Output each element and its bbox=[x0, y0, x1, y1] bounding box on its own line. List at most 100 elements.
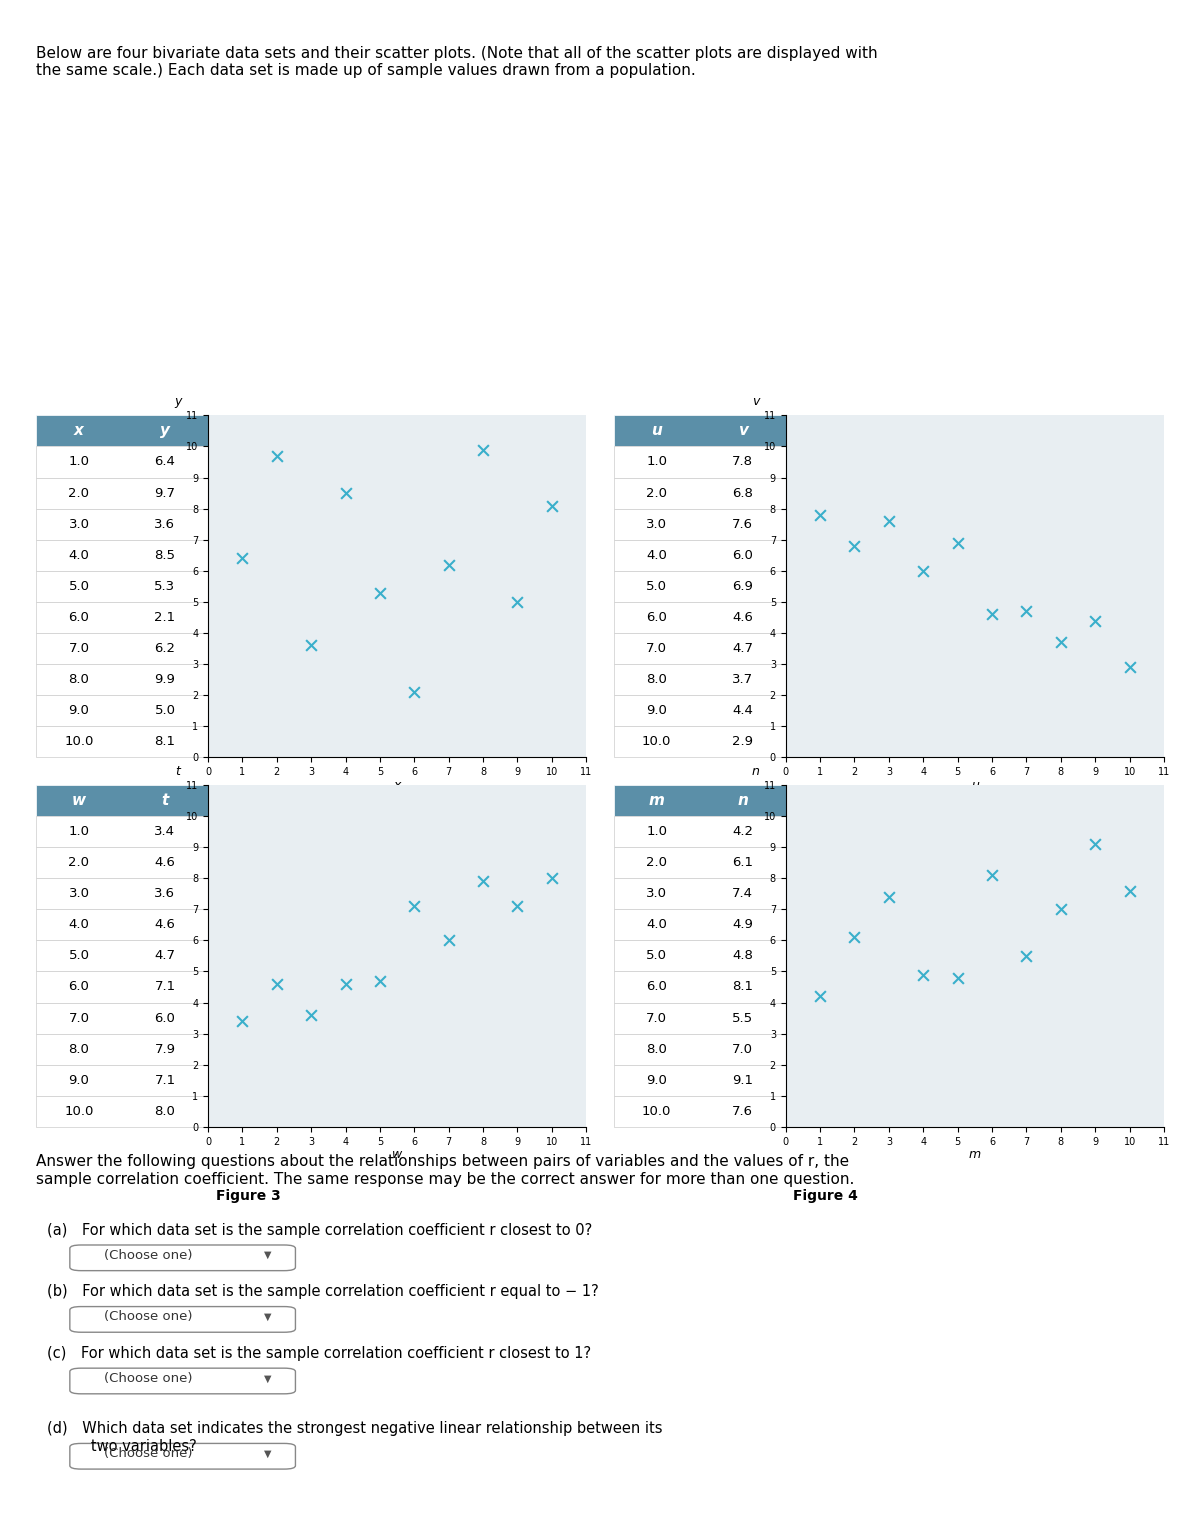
Text: (a) For which data set is the sample correlation coefficient r closest to 0?: (a) For which data set is the sample cor… bbox=[47, 1223, 593, 1238]
FancyBboxPatch shape bbox=[36, 941, 208, 971]
FancyBboxPatch shape bbox=[36, 571, 208, 602]
FancyBboxPatch shape bbox=[613, 695, 786, 727]
FancyBboxPatch shape bbox=[613, 664, 786, 695]
Text: 4.6: 4.6 bbox=[155, 857, 175, 869]
Text: 7.1: 7.1 bbox=[155, 1073, 175, 1087]
Point bbox=[371, 968, 390, 993]
FancyBboxPatch shape bbox=[613, 815, 786, 847]
Text: 2.0: 2.0 bbox=[68, 857, 90, 869]
Text: 10.0: 10.0 bbox=[642, 736, 672, 748]
Text: 4.9: 4.9 bbox=[732, 918, 754, 931]
Text: 7.0: 7.0 bbox=[732, 1043, 754, 1055]
FancyBboxPatch shape bbox=[70, 1307, 295, 1332]
Text: 4.0: 4.0 bbox=[647, 548, 667, 562]
Point bbox=[336, 971, 355, 996]
Text: 7.6: 7.6 bbox=[732, 1106, 754, 1118]
FancyBboxPatch shape bbox=[613, 1034, 786, 1064]
Text: 4.8: 4.8 bbox=[732, 950, 754, 962]
Text: 3.6: 3.6 bbox=[155, 518, 175, 531]
FancyBboxPatch shape bbox=[36, 634, 208, 664]
Point bbox=[542, 493, 562, 518]
FancyBboxPatch shape bbox=[613, 446, 786, 478]
Text: 4.7: 4.7 bbox=[732, 641, 754, 655]
Text: w: w bbox=[72, 793, 86, 808]
Text: 9.7: 9.7 bbox=[155, 487, 175, 499]
Text: 9.0: 9.0 bbox=[68, 1073, 90, 1087]
Text: 1.0: 1.0 bbox=[68, 825, 90, 838]
Point bbox=[983, 863, 1002, 887]
X-axis label: w: w bbox=[392, 1148, 402, 1161]
Text: 3.0: 3.0 bbox=[68, 518, 90, 531]
FancyBboxPatch shape bbox=[613, 1064, 786, 1096]
Point bbox=[508, 589, 527, 614]
Text: 6.0: 6.0 bbox=[647, 980, 667, 994]
Text: 4.0: 4.0 bbox=[68, 918, 90, 931]
Text: Below are four bivariate data sets and their scatter plots. (Note that all of th: Below are four bivariate data sets and t… bbox=[36, 46, 877, 78]
Point bbox=[948, 965, 967, 989]
X-axis label: u: u bbox=[971, 779, 979, 791]
Text: 6.0: 6.0 bbox=[68, 980, 90, 994]
Text: 2.0: 2.0 bbox=[68, 487, 90, 499]
Text: 1.0: 1.0 bbox=[647, 455, 667, 469]
Text: 2.0: 2.0 bbox=[647, 857, 667, 869]
Y-axis label: t: t bbox=[175, 765, 180, 777]
FancyBboxPatch shape bbox=[613, 571, 786, 602]
Point bbox=[1016, 944, 1036, 968]
FancyBboxPatch shape bbox=[36, 815, 208, 847]
Point bbox=[1120, 655, 1139, 680]
Text: 3.0: 3.0 bbox=[68, 887, 90, 901]
Text: (Choose one): (Choose one) bbox=[103, 1249, 192, 1261]
Text: 3.0: 3.0 bbox=[647, 887, 667, 901]
Text: 8.1: 8.1 bbox=[155, 736, 175, 748]
Text: 5.0: 5.0 bbox=[647, 950, 667, 962]
Point bbox=[336, 481, 355, 505]
Text: 2.1: 2.1 bbox=[155, 611, 175, 625]
FancyBboxPatch shape bbox=[613, 971, 786, 1003]
Text: (Choose one): (Choose one) bbox=[103, 1310, 192, 1324]
Text: Answer the following questions about the relationships between pairs of variable: Answer the following questions about the… bbox=[36, 1154, 854, 1186]
X-axis label: x: x bbox=[394, 779, 401, 791]
Point bbox=[474, 869, 493, 893]
FancyBboxPatch shape bbox=[613, 508, 786, 539]
Text: 8.0: 8.0 bbox=[68, 673, 90, 686]
Text: v: v bbox=[738, 423, 748, 438]
Point bbox=[301, 634, 320, 658]
Text: x: x bbox=[74, 423, 84, 438]
Text: 8.0: 8.0 bbox=[68, 1043, 90, 1055]
Point bbox=[880, 884, 899, 909]
X-axis label: m: m bbox=[968, 1148, 980, 1161]
Text: 7.0: 7.0 bbox=[647, 641, 667, 655]
Text: 5.0: 5.0 bbox=[647, 580, 667, 592]
Text: (c) For which data set is the sample correlation coefficient r closest to 1?: (c) For which data set is the sample cor… bbox=[47, 1345, 592, 1361]
FancyBboxPatch shape bbox=[613, 847, 786, 878]
FancyBboxPatch shape bbox=[36, 664, 208, 695]
Point bbox=[913, 559, 932, 583]
Text: 7.0: 7.0 bbox=[647, 1011, 667, 1025]
Point bbox=[439, 928, 458, 953]
Text: 10.0: 10.0 bbox=[65, 736, 94, 748]
FancyBboxPatch shape bbox=[36, 1034, 208, 1064]
FancyBboxPatch shape bbox=[70, 1368, 295, 1394]
Text: 8.0: 8.0 bbox=[155, 1106, 175, 1118]
Point bbox=[268, 443, 287, 467]
Text: 3.7: 3.7 bbox=[732, 673, 754, 686]
Point bbox=[233, 547, 252, 571]
Point bbox=[542, 866, 562, 890]
Point bbox=[1086, 832, 1105, 857]
Text: 4.6: 4.6 bbox=[732, 611, 754, 625]
FancyBboxPatch shape bbox=[613, 878, 786, 909]
FancyBboxPatch shape bbox=[36, 1003, 208, 1034]
Text: 4.0: 4.0 bbox=[647, 918, 667, 931]
Point bbox=[1051, 631, 1070, 655]
Text: (b) For which data set is the sample correlation coefficient r equal to − 1?: (b) For which data set is the sample cor… bbox=[47, 1284, 599, 1299]
Text: 7.6: 7.6 bbox=[732, 518, 754, 531]
Point bbox=[1016, 599, 1036, 623]
Point bbox=[983, 602, 1002, 626]
Text: 6.1: 6.1 bbox=[732, 857, 754, 869]
Point bbox=[268, 971, 287, 996]
Text: 9.0: 9.0 bbox=[647, 704, 667, 718]
FancyBboxPatch shape bbox=[613, 941, 786, 971]
Text: (Choose one): (Choose one) bbox=[103, 1448, 192, 1460]
FancyBboxPatch shape bbox=[36, 909, 208, 941]
Text: m: m bbox=[649, 793, 665, 808]
